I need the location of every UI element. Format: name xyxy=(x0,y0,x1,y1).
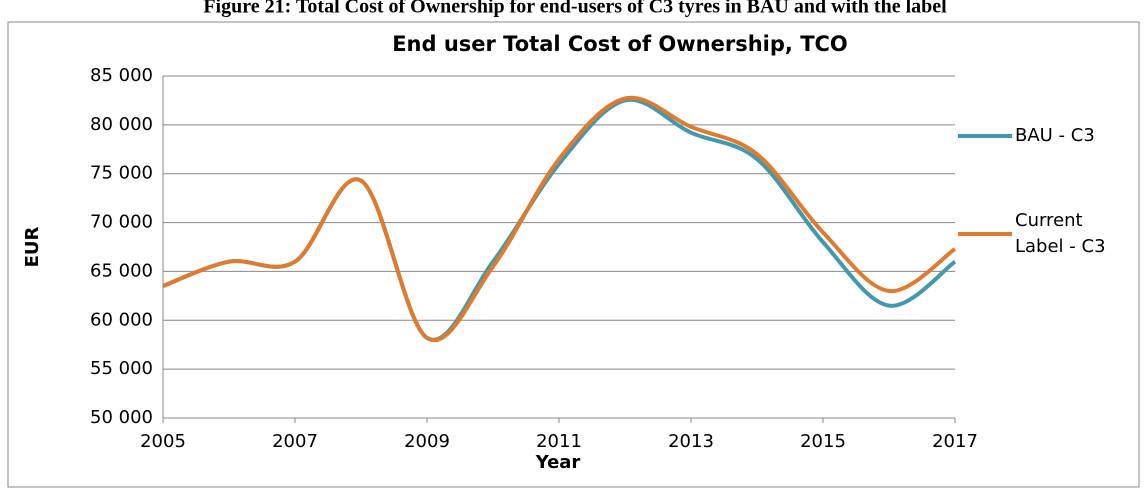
chart-border xyxy=(7,21,1140,488)
x-tick-label: 2011 xyxy=(536,431,582,452)
y-axis-title: EUR xyxy=(22,226,43,267)
legend-label: Current Label - C3 xyxy=(1015,210,1106,257)
x-tick-label: 2015 xyxy=(800,431,846,452)
y-tick-label: 55 000 xyxy=(90,358,153,379)
x-tick-label: 2017 xyxy=(932,431,978,452)
x-tick-label: 2009 xyxy=(404,431,450,452)
y-tick-label: 60 000 xyxy=(90,309,153,330)
x-axis-title: Year xyxy=(535,452,581,473)
y-tick-label: 50 000 xyxy=(90,407,153,428)
chart-title: End user Total Cost of Ownership, TCO xyxy=(392,32,848,56)
y-tick-label: 70 000 xyxy=(90,212,153,233)
y-tick-label: 65 000 xyxy=(90,260,153,281)
figure-caption: Figure 21: Total Cost of Ownership for e… xyxy=(203,0,947,18)
x-tick-label: 2007 xyxy=(272,431,318,452)
x-tick-label: 2005 xyxy=(140,431,186,452)
legend-label: BAU - C3 xyxy=(1015,125,1095,146)
x-tick-label: 2013 xyxy=(668,431,714,452)
y-tick-label: 80 000 xyxy=(90,114,153,135)
series-line xyxy=(162,95,957,343)
y-tick-label: 85 000 xyxy=(90,65,153,86)
y-tick-label: 75 000 xyxy=(90,163,153,184)
